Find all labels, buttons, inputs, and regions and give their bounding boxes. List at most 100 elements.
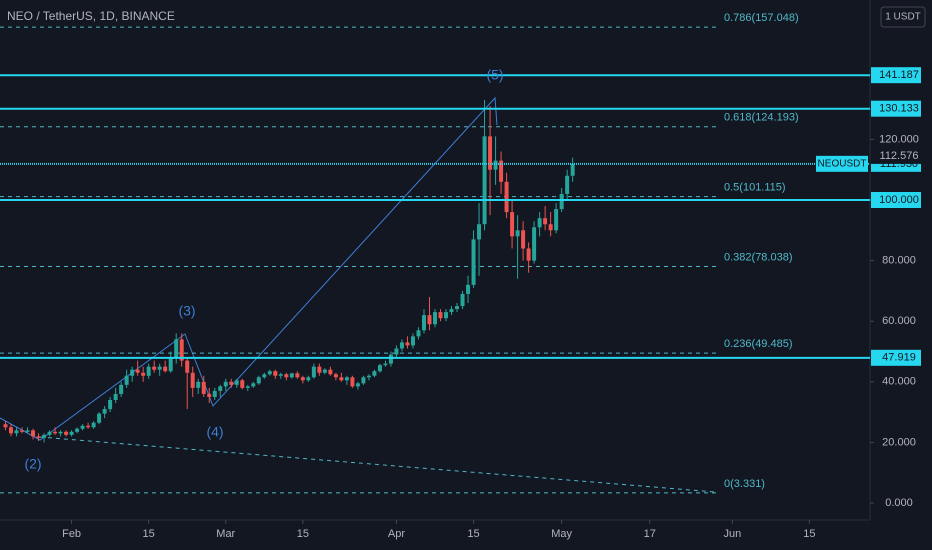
wave-label: (3) (178, 303, 195, 319)
candle-body (201, 381, 206, 394)
candle-body (25, 430, 30, 432)
candle-body (168, 357, 173, 372)
trend-line (39, 436, 716, 493)
candle-body (42, 434, 47, 438)
plot-layer: 0.000 20.000 40.000 60.000 80.000 100.000 120.… (0, 12, 921, 540)
candle-body (141, 372, 146, 376)
candle-body (548, 224, 553, 231)
candle-body (64, 431, 69, 435)
level-label: 130.133 (879, 103, 919, 115)
y-tick-label: 40.000 (882, 376, 916, 388)
candle-body (212, 390, 217, 397)
x-tick-label: Apr (388, 528, 405, 540)
symbol-box (816, 155, 868, 172)
candle-body (377, 365, 382, 372)
candle-body (289, 373, 294, 378)
symbol-label: NEOUSDT (818, 158, 867, 169)
candle-body (14, 430, 19, 434)
candle-body (438, 312, 443, 319)
level-label-box (871, 192, 921, 208)
candle-body (537, 218, 542, 228)
candle-body (526, 248, 531, 261)
candle-body (146, 366, 151, 376)
x-tick-label: 15 (803, 528, 815, 540)
level-label-box (871, 349, 921, 366)
candle-body (328, 369, 333, 375)
level-label: 141.187 (879, 69, 919, 81)
candle-body (284, 374, 289, 378)
candle-body (262, 374, 267, 378)
candle-body (229, 381, 234, 385)
candle-body (113, 393, 118, 400)
last-close-label: 112.576 (880, 150, 919, 162)
candle-body (300, 377, 305, 381)
candle-body (499, 160, 504, 182)
candle-body (493, 160, 498, 170)
wave-label: (2) (24, 456, 41, 472)
candle-body (130, 369, 135, 376)
candle-body (185, 360, 190, 373)
candle-body (554, 209, 559, 231)
level-label-box (871, 100, 921, 117)
candle-body (97, 413, 102, 423)
candle-body (69, 431, 74, 435)
y-tick-label: 60.000 (882, 315, 916, 327)
candle-body (339, 377, 344, 381)
candle-body (559, 193, 564, 210)
candle-body (482, 136, 487, 225)
y-tick-label: 0.000 (885, 497, 913, 509)
chart-title: NEO / TetherUS, 1D, BINANCE (7, 9, 175, 23)
candle-body (196, 381, 201, 388)
fib-label: 0.786(157.048) (724, 12, 799, 24)
x-tick-label: 15 (143, 528, 155, 540)
x-tick-label: Mar (216, 528, 235, 540)
candle-body (322, 369, 327, 373)
candle-body (460, 293, 465, 307)
candle-body (383, 363, 388, 366)
candle-body (135, 369, 140, 373)
wave-label: (5) (486, 67, 503, 83)
x-tick-label: May (551, 528, 572, 540)
candle-body (333, 374, 338, 378)
candle-body (86, 425, 91, 428)
candle-body (3, 424, 8, 428)
candle-body (504, 181, 509, 213)
candle-body (157, 366, 162, 370)
candle-body (405, 342, 410, 346)
candle-body (174, 339, 179, 358)
candle-body (565, 175, 570, 194)
last-close-box (871, 147, 921, 164)
candle-body (449, 309, 454, 313)
candle-body (36, 436, 41, 438)
candle-body (124, 375, 129, 385)
candle-body (510, 212, 515, 237)
candle-body (251, 383, 256, 387)
candle-body (102, 409, 107, 414)
candle-body (372, 371, 377, 376)
fib-label: 0.618(124.193) (724, 112, 799, 124)
candle-body (344, 377, 349, 381)
candle-body (119, 384, 124, 394)
y-tick-label: 80.000 (882, 255, 916, 267)
candle-body (91, 422, 96, 428)
currency-label[interactable]: 1 USDT (885, 12, 921, 23)
candle-body (350, 377, 355, 387)
y-tick-label: 120.000 (879, 133, 919, 145)
x-tick-label: 15 (467, 528, 479, 540)
candle-body (410, 336, 415, 346)
candle-body (361, 377, 366, 384)
currency-button[interactable] (880, 6, 926, 28)
candle-body (152, 366, 157, 370)
candle-body (521, 230, 526, 249)
candle-body (207, 393, 212, 397)
candle-body (388, 354, 393, 364)
candle-body (355, 383, 360, 387)
candle-body (455, 306, 460, 310)
candle-body (366, 375, 371, 378)
candle-body (278, 374, 283, 376)
x-tick-label: Feb (62, 528, 81, 540)
fib-label: 0.5(101.115) (724, 182, 786, 194)
